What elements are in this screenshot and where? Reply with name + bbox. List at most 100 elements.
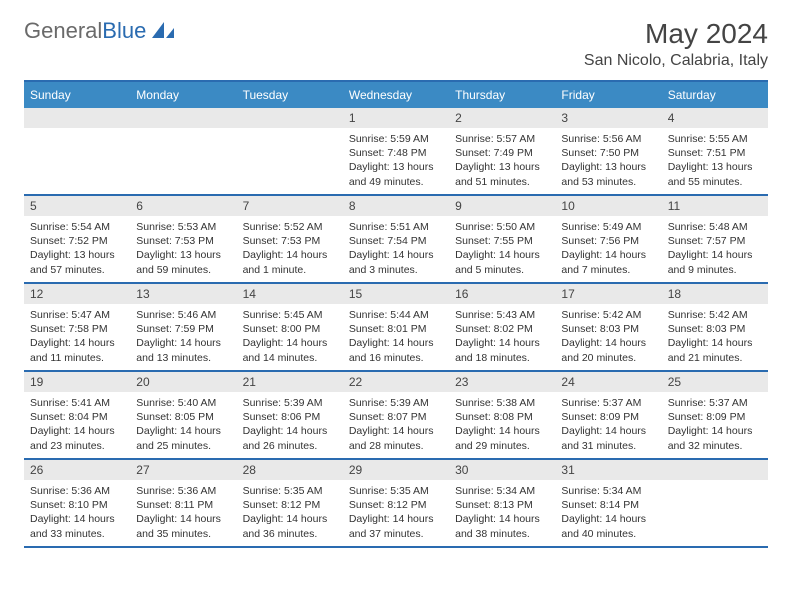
day-number [24,108,130,128]
sunset-text: Sunset: 8:09 PM [561,410,655,424]
sunrise-text: Sunrise: 5:37 AM [668,396,762,410]
cell-body: Sunrise: 5:40 AMSunset: 8:05 PMDaylight:… [130,392,236,457]
sunset-text: Sunset: 7:48 PM [349,146,443,160]
cell-body: Sunrise: 5:34 AMSunset: 8:14 PMDaylight:… [555,480,661,545]
cell-body: Sunrise: 5:35 AMSunset: 8:12 PMDaylight:… [343,480,449,545]
sunrise-text: Sunrise: 5:43 AM [455,308,549,322]
sunrise-text: Sunrise: 5:35 AM [349,484,443,498]
cell-body: Sunrise: 5:52 AMSunset: 7:53 PMDaylight:… [237,216,343,281]
cell-body: Sunrise: 5:44 AMSunset: 8:01 PMDaylight:… [343,304,449,369]
week-row: 26Sunrise: 5:36 AMSunset: 8:10 PMDayligh… [24,460,768,548]
calendar-cell: 10Sunrise: 5:49 AMSunset: 7:56 PMDayligh… [555,196,661,282]
sunset-text: Sunset: 8:13 PM [455,498,549,512]
calendar-cell: 6Sunrise: 5:53 AMSunset: 7:53 PMDaylight… [130,196,236,282]
cell-body: Sunrise: 5:43 AMSunset: 8:02 PMDaylight:… [449,304,555,369]
day-header: Monday [130,82,236,108]
daylight-text: Daylight: 14 hours and 16 minutes. [349,336,443,364]
cell-body: Sunrise: 5:57 AMSunset: 7:49 PMDaylight:… [449,128,555,193]
day-number: 7 [237,196,343,216]
cell-body: Sunrise: 5:34 AMSunset: 8:13 PMDaylight:… [449,480,555,545]
cell-body: Sunrise: 5:46 AMSunset: 7:59 PMDaylight:… [130,304,236,369]
sunrise-text: Sunrise: 5:46 AM [136,308,230,322]
day-number: 8 [343,196,449,216]
day-number: 28 [237,460,343,480]
sunrise-text: Sunrise: 5:41 AM [30,396,124,410]
day-number: 20 [130,372,236,392]
day-number: 29 [343,460,449,480]
sunset-text: Sunset: 8:07 PM [349,410,443,424]
day-number: 12 [24,284,130,304]
daylight-text: Daylight: 14 hours and 28 minutes. [349,424,443,452]
calendar-cell: 20Sunrise: 5:40 AMSunset: 8:05 PMDayligh… [130,372,236,458]
day-number: 16 [449,284,555,304]
week-row: 19Sunrise: 5:41 AMSunset: 8:04 PMDayligh… [24,372,768,460]
daylight-text: Daylight: 14 hours and 18 minutes. [455,336,549,364]
sunrise-text: Sunrise: 5:42 AM [668,308,762,322]
daylight-text: Daylight: 13 hours and 59 minutes. [136,248,230,276]
cell-body: Sunrise: 5:48 AMSunset: 7:57 PMDaylight:… [662,216,768,281]
cell-body: Sunrise: 5:59 AMSunset: 7:48 PMDaylight:… [343,128,449,193]
page-title: May 2024 [584,18,768,50]
sunrise-text: Sunrise: 5:34 AM [561,484,655,498]
day-number: 22 [343,372,449,392]
sunrise-text: Sunrise: 5:51 AM [349,220,443,234]
day-number: 27 [130,460,236,480]
sunset-text: Sunset: 7:56 PM [561,234,655,248]
daylight-text: Daylight: 14 hours and 13 minutes. [136,336,230,364]
day-number: 31 [555,460,661,480]
daylight-text: Daylight: 14 hours and 29 minutes. [455,424,549,452]
sunrise-text: Sunrise: 5:36 AM [136,484,230,498]
day-number: 4 [662,108,768,128]
cell-body: Sunrise: 5:37 AMSunset: 8:09 PMDaylight:… [662,392,768,457]
calendar-cell [237,108,343,194]
daylight-text: Daylight: 14 hours and 3 minutes. [349,248,443,276]
daylight-text: Daylight: 14 hours and 25 minutes. [136,424,230,452]
calendar-cell [24,108,130,194]
day-number: 9 [449,196,555,216]
calendar-cell: 24Sunrise: 5:37 AMSunset: 8:09 PMDayligh… [555,372,661,458]
sunrise-text: Sunrise: 5:56 AM [561,132,655,146]
daylight-text: Daylight: 14 hours and 1 minute. [243,248,337,276]
cell-body: Sunrise: 5:42 AMSunset: 8:03 PMDaylight:… [662,304,768,369]
day-header: Saturday [662,82,768,108]
sunrise-text: Sunrise: 5:55 AM [668,132,762,146]
daylight-text: Daylight: 14 hours and 33 minutes. [30,512,124,540]
cell-body: Sunrise: 5:35 AMSunset: 8:12 PMDaylight:… [237,480,343,545]
calendar-cell: 3Sunrise: 5:56 AMSunset: 7:50 PMDaylight… [555,108,661,194]
daylight-text: Daylight: 14 hours and 37 minutes. [349,512,443,540]
calendar-cell: 26Sunrise: 5:36 AMSunset: 8:10 PMDayligh… [24,460,130,546]
daylight-text: Daylight: 14 hours and 26 minutes. [243,424,337,452]
day-number: 17 [555,284,661,304]
cell-body: Sunrise: 5:51 AMSunset: 7:54 PMDaylight:… [343,216,449,281]
location: San Nicolo, Calabria, Italy [584,52,768,70]
daylight-text: Daylight: 14 hours and 20 minutes. [561,336,655,364]
day-number: 15 [343,284,449,304]
sunset-text: Sunset: 8:01 PM [349,322,443,336]
sunset-text: Sunset: 7:55 PM [455,234,549,248]
sunrise-text: Sunrise: 5:49 AM [561,220,655,234]
sunset-text: Sunset: 8:06 PM [243,410,337,424]
cell-body: Sunrise: 5:36 AMSunset: 8:11 PMDaylight:… [130,480,236,545]
day-number: 6 [130,196,236,216]
day-number [130,108,236,128]
calendar-cell: 12Sunrise: 5:47 AMSunset: 7:58 PMDayligh… [24,284,130,370]
week-row: 5Sunrise: 5:54 AMSunset: 7:52 PMDaylight… [24,196,768,284]
calendar-cell: 4Sunrise: 5:55 AMSunset: 7:51 PMDaylight… [662,108,768,194]
week-row: 12Sunrise: 5:47 AMSunset: 7:58 PMDayligh… [24,284,768,372]
sunrise-text: Sunrise: 5:54 AM [30,220,124,234]
sunrise-text: Sunrise: 5:50 AM [455,220,549,234]
day-number: 10 [555,196,661,216]
day-header: Tuesday [237,82,343,108]
logo: GeneralBlue [24,18,176,44]
day-number: 30 [449,460,555,480]
cell-body: Sunrise: 5:38 AMSunset: 8:08 PMDaylight:… [449,392,555,457]
calendar-cell: 8Sunrise: 5:51 AMSunset: 7:54 PMDaylight… [343,196,449,282]
day-header: Friday [555,82,661,108]
calendar: SundayMondayTuesdayWednesdayThursdayFrid… [24,80,768,548]
day-header-row: SundayMondayTuesdayWednesdayThursdayFrid… [24,82,768,108]
day-header: Sunday [24,82,130,108]
sunrise-text: Sunrise: 5:59 AM [349,132,443,146]
daylight-text: Daylight: 13 hours and 57 minutes. [30,248,124,276]
sunrise-text: Sunrise: 5:47 AM [30,308,124,322]
calendar-cell: 5Sunrise: 5:54 AMSunset: 7:52 PMDaylight… [24,196,130,282]
